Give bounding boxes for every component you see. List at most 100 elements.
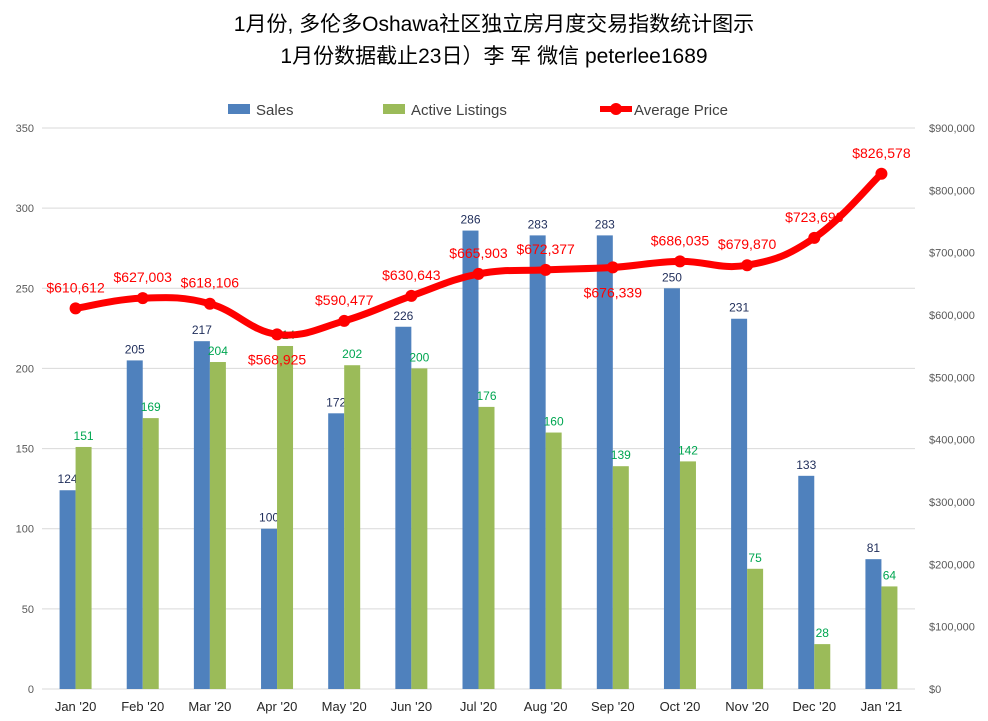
data-label-average-price: $723,698	[785, 209, 844, 225]
point-average-price	[405, 289, 418, 302]
bar-active-listings	[209, 362, 226, 689]
point-average-price	[203, 297, 216, 310]
bar-active-listings	[344, 365, 361, 689]
x-tick-label: Apr '20	[257, 699, 298, 714]
bar-active-listings	[881, 586, 898, 689]
x-tick-label: Jan '20	[55, 699, 97, 714]
data-label-sales: 133	[796, 458, 816, 472]
legend-label: Active Listings	[411, 102, 507, 119]
data-label-average-price: $568,925	[248, 351, 307, 367]
point-average-price	[136, 292, 149, 305]
data-label-sales: 205	[125, 342, 145, 356]
data-label-listings: 64	[883, 568, 897, 582]
point-average-price	[741, 259, 754, 272]
data-label-listings: 151	[74, 429, 94, 443]
x-tick-label: Aug '20	[524, 699, 568, 714]
y-right-tick-label: $100,000	[929, 622, 975, 634]
legend-swatch	[383, 104, 405, 114]
data-label-sales: 172	[326, 395, 346, 409]
y-right-tick-label: $0	[929, 684, 941, 696]
y-left-tick-label: 0	[28, 684, 34, 696]
x-tick-label: May '20	[322, 699, 367, 714]
bar-active-listings	[679, 461, 696, 689]
data-label-average-price: $610,612	[46, 279, 105, 295]
y-left-tick-label: 150	[16, 444, 34, 456]
x-tick-label: Jun '20	[391, 699, 433, 714]
bar-sales	[529, 235, 546, 690]
data-label-average-price: $686,035	[651, 232, 710, 248]
data-label-listings: 204	[208, 344, 228, 358]
point-average-price	[808, 231, 821, 244]
data-label-listings: 202	[342, 347, 362, 361]
bar-sales	[126, 360, 143, 689]
bar-active-listings	[612, 466, 629, 689]
bar-sales	[798, 475, 815, 689]
bar-active-listings	[545, 432, 562, 689]
y-right-tick-label: $800,000	[929, 185, 975, 197]
data-label-listings: 169	[141, 400, 161, 414]
data-label-average-price: $679,870	[718, 236, 777, 252]
x-tick-label: Oct '20	[660, 699, 701, 714]
y-left-tick-label: 350	[16, 123, 34, 135]
data-label-listings: 160	[544, 415, 564, 429]
point-average-price	[338, 314, 351, 327]
bar-sales	[596, 235, 613, 690]
data-label-average-price: $630,643	[382, 267, 441, 283]
y-left-tick-label: 100	[16, 524, 34, 536]
y-right-tick-label: $500,000	[929, 372, 975, 384]
chart-title: 1月份, 多伦多Oshawa社区独立房月度交易指数统计图示	[233, 13, 755, 36]
data-label-listings: 176	[476, 389, 496, 403]
data-label-sales: 217	[192, 323, 212, 337]
x-tick-label: Jul '20	[460, 699, 497, 714]
y-right-tick-label: $600,000	[929, 310, 975, 322]
bar-sales	[395, 326, 412, 689]
data-label-sales: 250	[662, 270, 682, 284]
data-label-average-price: $618,106	[181, 275, 240, 291]
data-label-sales: 100	[259, 511, 279, 525]
y-left-tick-label: 200	[16, 363, 34, 375]
point-average-price	[539, 263, 552, 276]
bar-active-listings	[142, 418, 159, 689]
data-label-listings: 142	[678, 443, 698, 457]
point-average-price	[271, 328, 284, 341]
data-label-average-price: $665,903	[449, 245, 508, 261]
point-average-price	[472, 267, 485, 280]
data-label-average-price: $627,003	[114, 269, 173, 285]
point-average-price	[69, 302, 82, 315]
bar-sales	[193, 341, 210, 689]
data-label-sales: 286	[460, 213, 480, 227]
data-label-average-price: $676,339	[584, 284, 643, 300]
bar-active-listings	[277, 345, 294, 689]
data-label-listings: 139	[611, 448, 631, 462]
bar-active-listings	[75, 446, 92, 689]
point-average-price	[606, 261, 619, 274]
data-label-sales: 81	[867, 541, 881, 555]
y-left-tick-label: 50	[22, 604, 34, 616]
y-right-tick-label: $900,000	[929, 123, 975, 135]
y-right-tick-label: $300,000	[929, 497, 975, 509]
data-label-average-price: $826,578	[852, 145, 911, 161]
y-right-tick-label: $400,000	[929, 435, 975, 447]
legend-swatch	[228, 104, 250, 114]
point-average-price	[673, 255, 686, 268]
data-label-listings: 28	[816, 626, 830, 640]
data-label-sales: 226	[393, 309, 413, 323]
x-tick-label: Dec '20	[792, 699, 836, 714]
bar-active-listings	[747, 568, 764, 689]
data-label-average-price: $672,377	[516, 241, 575, 257]
bar-sales	[261, 528, 278, 689]
data-label-sales: 283	[528, 217, 548, 231]
data-label-sales: 124	[58, 472, 78, 486]
bar-active-listings	[814, 644, 831, 689]
data-label-sales: 231	[729, 301, 749, 315]
data-label-listings: 75	[748, 551, 762, 565]
y-right-tick-label: $700,000	[929, 248, 975, 260]
x-tick-label: Nov '20	[725, 699, 769, 714]
bar-active-listings	[411, 368, 428, 689]
y-right-tick-label: $200,000	[929, 559, 975, 571]
bar-active-listings	[478, 406, 495, 689]
data-label-listings: 200	[409, 350, 429, 364]
y-left-tick-label: 300	[16, 203, 34, 215]
